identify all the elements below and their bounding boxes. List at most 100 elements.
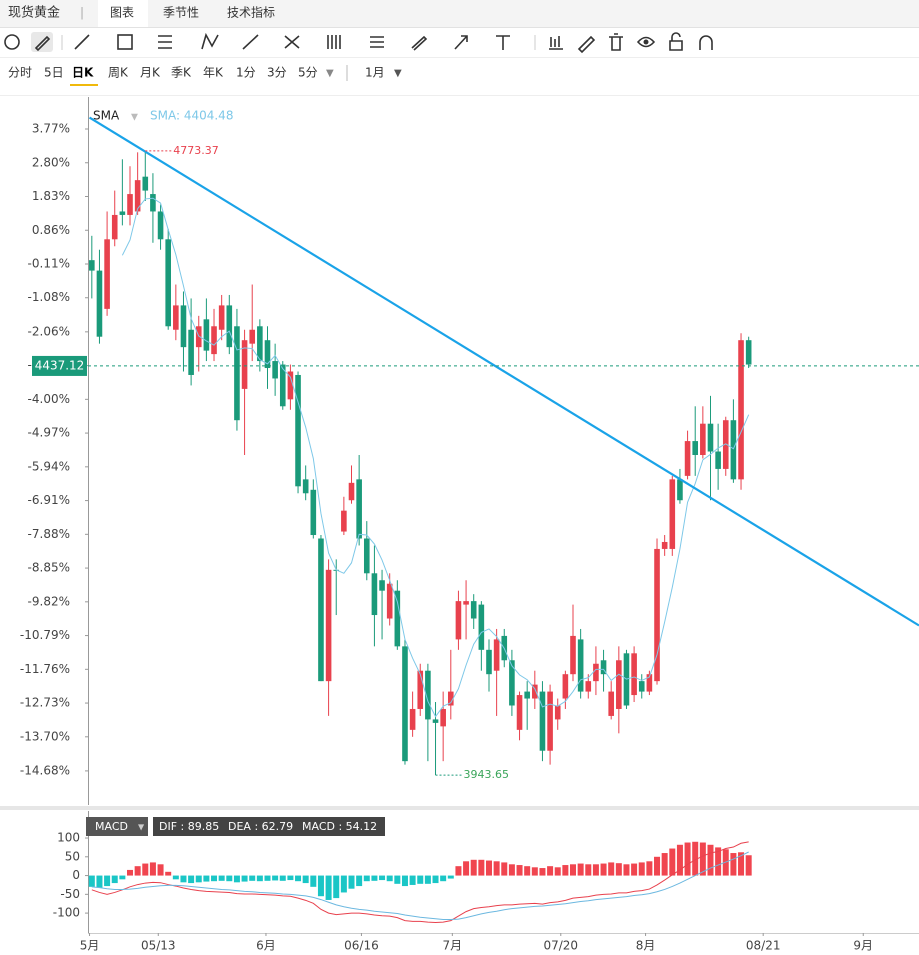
tool-icon[interactable] [411, 35, 428, 51]
macd-bar [562, 865, 569, 876]
period[interactable]: 3分 [267, 66, 287, 80]
y-tick-label: -50 [60, 887, 80, 901]
y-tick-label: -9.82% [28, 594, 70, 608]
candle-body [264, 340, 271, 369]
period[interactable]: 周K [108, 66, 129, 80]
macd-bar [104, 875, 111, 887]
macd-bar [287, 875, 294, 881]
indicator-name: MACD [95, 820, 128, 833]
candle-body [211, 326, 217, 355]
period[interactable]: 年K [203, 66, 224, 80]
y-tick-label: -0.11% [28, 256, 70, 270]
macd-bar [172, 875, 179, 880]
tab-bar [0, 0, 919, 27]
macd-bar [371, 875, 378, 881]
macd-bar [447, 875, 454, 879]
tool-icon[interactable] [158, 35, 172, 49]
period[interactable]: 分时 [8, 66, 32, 80]
sma-line [121, 197, 750, 718]
range[interactable]: 1月 [365, 66, 385, 80]
tool-icon[interactable] [496, 35, 510, 50]
candle-body [478, 604, 485, 650]
candle-body [447, 691, 454, 706]
tool-icon[interactable] [242, 34, 259, 50]
candle-body [325, 569, 332, 682]
price-tag [32, 355, 87, 376]
macd-bar [539, 868, 546, 876]
x-tick-label: 6月 [256, 939, 276, 953]
dropdown-arrow[interactable]: ▼ [394, 68, 402, 79]
macd-bar [669, 848, 676, 876]
legend-arrow[interactable]: ▼ [131, 113, 138, 123]
period[interactable]: 1分 [236, 66, 256, 80]
dropdown-arrow[interactable]: ▼ [326, 68, 334, 79]
macd-bar [310, 875, 317, 887]
candle-body [738, 340, 744, 480]
tab[interactable]: 技术指标 [227, 5, 275, 20]
candle-body [600, 660, 607, 675]
candle-body [692, 441, 699, 456]
macd-bar [226, 875, 233, 882]
macd-bar [401, 875, 408, 887]
candle-body [249, 329, 256, 344]
candle-body [134, 180, 141, 212]
period[interactable]: 日K [72, 66, 94, 80]
y-tick-label: -10.79% [20, 628, 70, 642]
tool-icon[interactable] [117, 34, 133, 50]
candle-body [310, 489, 317, 536]
tab[interactable]: 季节性 [163, 6, 199, 20]
candle-body [745, 340, 752, 365]
period[interactable]: 5日 [44, 66, 64, 80]
candle-body [318, 538, 324, 682]
candle-body [119, 211, 126, 215]
macd-bar [463, 861, 470, 876]
macd-bar [233, 875, 240, 883]
tool-icon[interactable] [669, 32, 683, 51]
y-tick-label: 50 [65, 849, 80, 863]
macd-bar [631, 863, 638, 876]
tool-icon[interactable] [454, 35, 468, 50]
tool-icon[interactable] [577, 35, 596, 54]
candle-body [188, 329, 194, 375]
tool-icon[interactable] [636, 36, 656, 48]
period[interactable]: 5分 [298, 66, 318, 80]
candle-body [562, 674, 569, 699]
macd-bar [531, 867, 538, 876]
macd-bar [302, 875, 309, 884]
macd-bar [730, 853, 737, 876]
tool-icon[interactable] [609, 33, 623, 51]
tool-icon[interactable] [284, 35, 300, 49]
macd-bar [676, 844, 683, 876]
dif-line [91, 841, 749, 923]
tool-icon[interactable] [699, 35, 713, 50]
tool-icon[interactable] [370, 36, 384, 48]
tool-icon[interactable] [327, 35, 341, 49]
y-tick-label: 0.86% [32, 223, 70, 237]
x-tick-label: 06/16 [344, 939, 379, 953]
macd-bar [340, 875, 347, 893]
y-tick-label: 3.77% [32, 122, 70, 136]
candle-body [302, 479, 309, 494]
tab[interactable]: 图表 [110, 6, 134, 20]
candle-body [257, 326, 263, 362]
y-tick-label: -12.73% [20, 696, 70, 710]
tool-icon[interactable] [74, 34, 90, 50]
y-tick-label: 0 [72, 868, 80, 882]
macd-bar [501, 862, 508, 876]
period[interactable]: 月K [140, 66, 161, 80]
tool-icon[interactable] [34, 35, 51, 52]
candle-body [722, 420, 729, 469]
macd-bar [111, 875, 118, 884]
y-tick-label: -5.94% [28, 459, 70, 473]
period[interactable]: 季K [171, 66, 192, 80]
indicator-box[interactable] [86, 817, 148, 836]
macd-bar [249, 875, 256, 881]
tool-icon[interactable] [201, 32, 219, 50]
tool-icon[interactable] [549, 36, 563, 50]
macd-bar [440, 875, 447, 882]
dea-line [91, 851, 749, 920]
tool-icon[interactable] [4, 34, 20, 50]
candle-body [241, 340, 248, 389]
candle-body [432, 719, 439, 723]
